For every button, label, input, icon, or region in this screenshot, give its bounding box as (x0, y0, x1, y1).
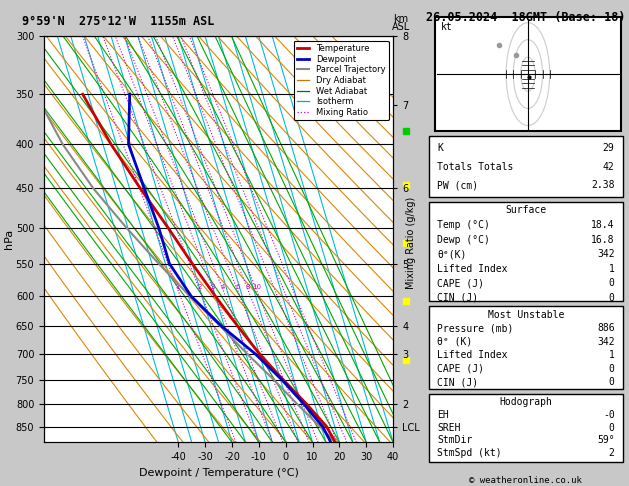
Text: PW (cm): PW (cm) (437, 180, 478, 190)
Text: Surface: Surface (505, 206, 547, 215)
Text: ASL: ASL (391, 22, 410, 32)
Text: 1: 1 (609, 350, 615, 360)
Text: Totals Totals: Totals Totals (437, 162, 513, 172)
Text: θᵉ (K): θᵉ (K) (437, 337, 472, 347)
Text: CIN (J): CIN (J) (437, 378, 478, 387)
Text: 6: 6 (235, 284, 240, 290)
Text: 2: 2 (198, 284, 202, 290)
Text: 2: 2 (609, 448, 615, 458)
Bar (429, 202, 623, 301)
Text: 342: 342 (597, 249, 615, 259)
Text: 2.38: 2.38 (591, 180, 615, 190)
Text: 16.8: 16.8 (591, 235, 615, 244)
Text: 4: 4 (221, 284, 225, 290)
Text: CAPE (J): CAPE (J) (437, 278, 484, 288)
Bar (429, 394, 623, 462)
Text: K: K (437, 143, 443, 153)
Text: 1: 1 (175, 284, 180, 290)
Text: 0: 0 (609, 293, 615, 303)
Text: 3: 3 (211, 284, 215, 290)
Bar (429, 136, 623, 197)
Text: 29: 29 (603, 143, 615, 153)
Text: km: km (393, 15, 408, 24)
Text: Mixing Ratio (g/kg): Mixing Ratio (g/kg) (406, 197, 416, 289)
Text: 59°: 59° (597, 435, 615, 445)
Bar (435, 17, 621, 131)
Text: 342: 342 (597, 337, 615, 347)
Text: 0: 0 (609, 423, 615, 433)
Text: StmSpd (kt): StmSpd (kt) (437, 448, 502, 458)
X-axis label: Dewpoint / Temperature (°C): Dewpoint / Temperature (°C) (138, 468, 299, 478)
Text: StmDir: StmDir (437, 435, 472, 445)
Text: EH: EH (437, 410, 449, 420)
Text: Pressure (mb): Pressure (mb) (437, 323, 513, 333)
Text: 0: 0 (609, 364, 615, 374)
Y-axis label: hPa: hPa (4, 229, 14, 249)
Text: Dewp (°C): Dewp (°C) (437, 235, 490, 244)
Text: 0: 0 (609, 278, 615, 288)
Text: CAPE (J): CAPE (J) (437, 364, 484, 374)
Text: 8: 8 (246, 284, 250, 290)
Text: 10: 10 (252, 284, 261, 290)
Text: 18.4: 18.4 (591, 220, 615, 230)
Text: Lifted Index: Lifted Index (437, 350, 508, 360)
Text: -0: -0 (603, 410, 615, 420)
Text: 9°59'N  275°12'W  1155m ASL: 9°59'N 275°12'W 1155m ASL (22, 16, 214, 28)
Text: © weatheronline.co.uk: © weatheronline.co.uk (469, 476, 582, 486)
Text: CIN (J): CIN (J) (437, 293, 478, 303)
Bar (429, 306, 623, 389)
Legend: Temperature, Dewpoint, Parcel Trajectory, Dry Adiabat, Wet Adiabat, Isotherm, Mi: Temperature, Dewpoint, Parcel Trajectory… (294, 41, 389, 120)
Text: 1: 1 (609, 264, 615, 274)
Text: Lifted Index: Lifted Index (437, 264, 508, 274)
Text: Hodograph: Hodograph (499, 398, 552, 407)
Text: Most Unstable: Most Unstable (487, 310, 564, 320)
Text: 42: 42 (603, 162, 615, 172)
Text: 0: 0 (609, 378, 615, 387)
Text: Temp (°C): Temp (°C) (437, 220, 490, 230)
Text: θᵉ(K): θᵉ(K) (437, 249, 467, 259)
Text: 26.05.2024  18GMT (Base: 18): 26.05.2024 18GMT (Base: 18) (426, 11, 626, 24)
Text: SREH: SREH (437, 423, 460, 433)
Text: kt: kt (442, 22, 453, 32)
Text: 886: 886 (597, 323, 615, 333)
